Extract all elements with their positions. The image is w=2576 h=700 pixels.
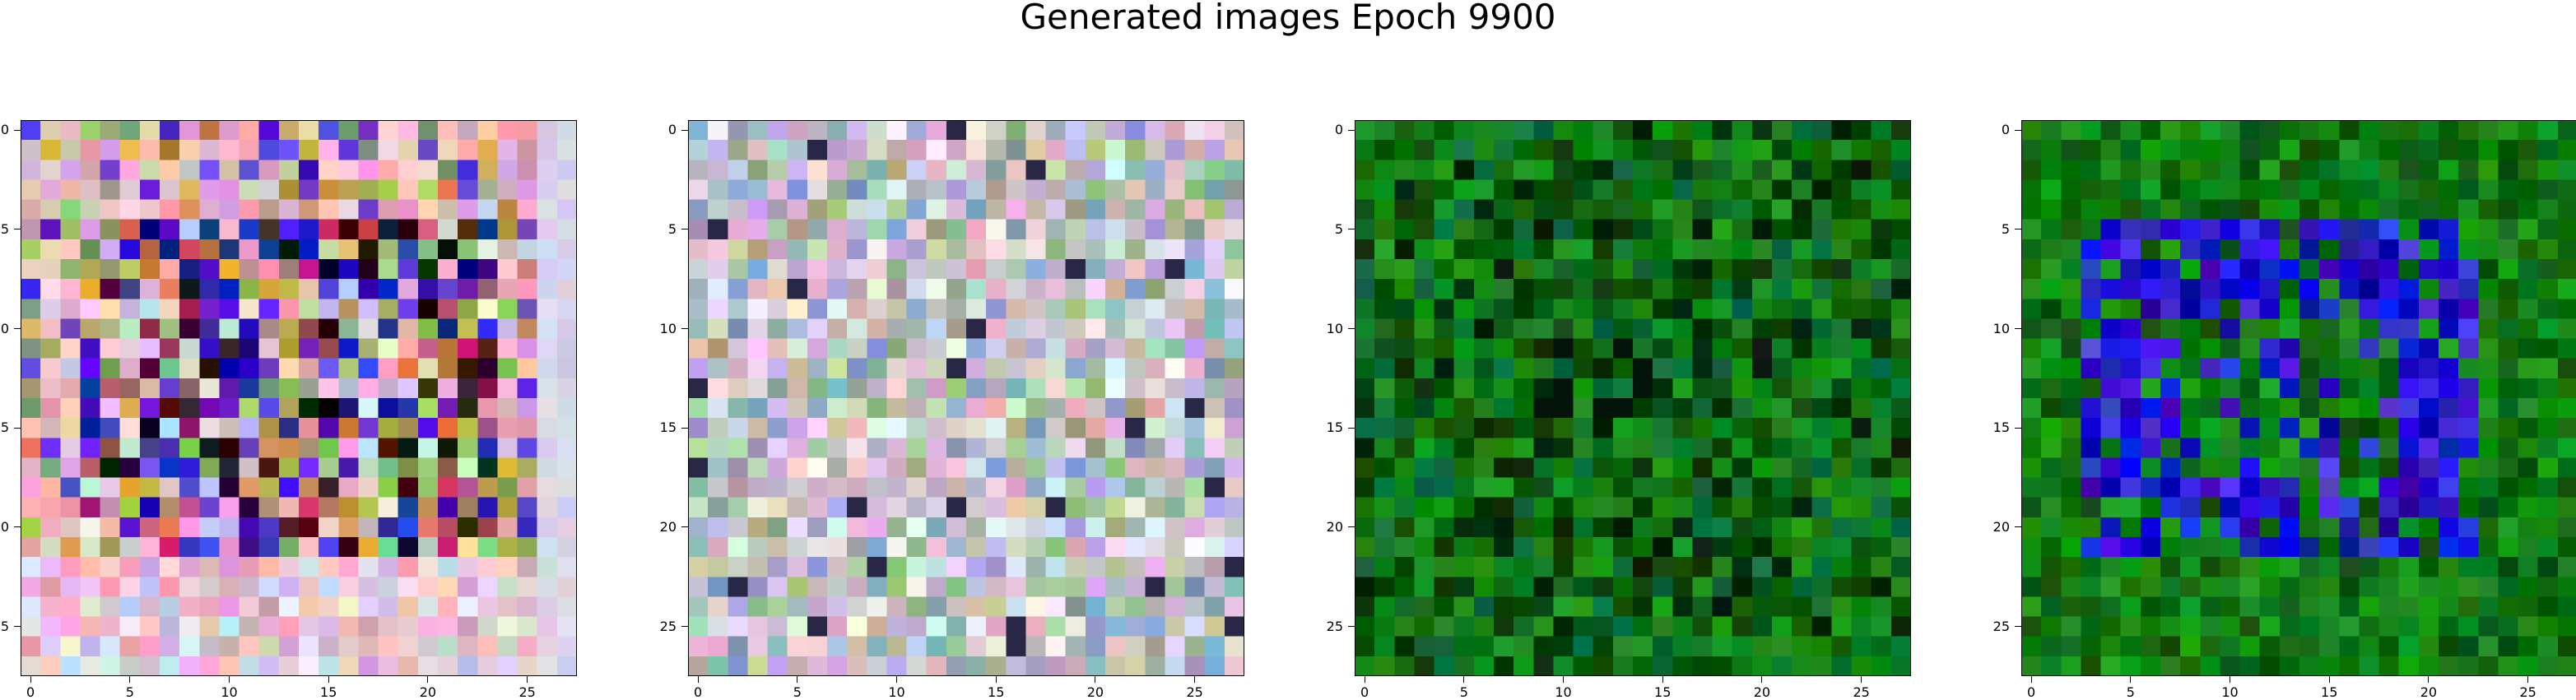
y-tick (1348, 328, 1355, 329)
y-tick (681, 626, 688, 627)
x-tick-label: 10 (2221, 686, 2238, 699)
x-tick-label: 20 (1087, 686, 1104, 699)
x-tick-label: 15 (320, 686, 337, 699)
image-panel-3: 0 5 10 15 20 25 0 5 10 15 20 25 (1355, 120, 1911, 676)
x-tick (427, 676, 428, 683)
x-tick-label: 0 (2027, 686, 2035, 699)
x-tick-label: 25 (1853, 686, 1869, 699)
x-tick-label: 10 (888, 686, 904, 699)
y-tick (1348, 130, 1355, 131)
x-tick (698, 676, 699, 683)
x-tick-label: 25 (1186, 686, 1202, 699)
y-tick-label: 20 (0, 521, 9, 534)
image-grid-3 (1355, 120, 1911, 676)
y-tick-label: 15 (1327, 421, 1343, 434)
y-tick (2015, 428, 2021, 429)
y-tick-label: 20 (1993, 521, 2010, 534)
y-tick (681, 526, 688, 527)
x-tick-label: 5 (2127, 686, 2135, 699)
y-tick (14, 626, 21, 627)
y-tick (681, 328, 688, 329)
x-tick-label: 0 (26, 686, 35, 699)
y-tick-label: 25 (660, 620, 677, 633)
x-tick (2031, 676, 2032, 683)
y-tick-label: 15 (0, 421, 9, 434)
y-tick-label: 5 (1335, 223, 1343, 236)
y-tick (1348, 626, 1355, 627)
x-tick-label: 15 (1654, 686, 1671, 699)
x-tick (1194, 676, 1195, 683)
x-tick-label: 25 (2519, 686, 2536, 699)
x-tick (2329, 676, 2330, 683)
y-tick (681, 130, 688, 131)
y-tick-label: 10 (1327, 322, 1343, 336)
y-tick (1348, 526, 1355, 527)
y-tick (14, 428, 21, 429)
x-tick (896, 676, 897, 683)
y-tick (2015, 626, 2021, 627)
x-tick-label: 5 (126, 686, 134, 699)
y-tick-label: 0 (1335, 123, 1343, 137)
y-tick-label: 5 (668, 223, 677, 236)
x-tick (2130, 676, 2131, 683)
y-tick-label: 10 (0, 322, 9, 336)
y-tick-label: 25 (0, 620, 9, 633)
x-tick (2527, 676, 2528, 683)
x-tick (1563, 676, 1564, 683)
y-tick-label: 10 (1993, 322, 2010, 336)
x-tick-label: 15 (2321, 686, 2337, 699)
y-tick (681, 428, 688, 429)
x-tick-label: 5 (793, 686, 802, 699)
image-grid-1 (21, 120, 577, 676)
y-tick-label: 15 (1993, 421, 2010, 434)
image-panel-2: 0 5 10 15 20 25 0 5 10 15 20 25 (688, 120, 1244, 676)
y-tick-label: 20 (1327, 521, 1343, 534)
y-tick-label: 0 (1, 123, 9, 137)
x-tick-label: 10 (1555, 686, 1571, 699)
x-tick (30, 676, 31, 683)
y-tick-label: 25 (1327, 620, 1343, 633)
image-grid-4 (2021, 120, 2576, 676)
y-tick-label: 15 (660, 421, 677, 434)
x-tick-label: 20 (420, 686, 436, 699)
y-tick-label: 10 (660, 322, 677, 336)
x-tick-label: 5 (1460, 686, 1468, 699)
y-tick-label: 20 (660, 521, 677, 534)
chart-title: Generated images Epoch 9900 (0, 0, 2576, 35)
x-tick (328, 676, 329, 683)
image-grid-2 (688, 120, 1244, 676)
x-tick-label: 15 (988, 686, 1004, 699)
x-tick (1662, 676, 1663, 683)
y-tick-label: 5 (2002, 223, 2010, 236)
x-tick-label: 25 (518, 686, 535, 699)
y-tick (2015, 526, 2021, 527)
x-tick-label: 10 (221, 686, 237, 699)
x-tick (1761, 676, 1762, 683)
y-tick-label: 25 (1993, 620, 2010, 633)
x-tick (1463, 676, 1464, 683)
x-tick (129, 676, 130, 683)
x-tick (996, 676, 997, 683)
y-tick (14, 130, 21, 131)
y-tick-label: 0 (2002, 123, 2010, 137)
y-tick-label: 0 (668, 123, 677, 137)
y-tick (14, 328, 21, 329)
x-tick (229, 676, 230, 683)
y-tick (14, 526, 21, 527)
x-tick-label: 0 (694, 686, 702, 699)
x-tick (527, 676, 528, 683)
x-tick (1861, 676, 1862, 683)
y-tick-label: 5 (1, 223, 9, 236)
x-tick-label: 20 (2420, 686, 2437, 699)
image-panel-4: 0 5 10 15 20 25 0 5 10 15 20 25 (2021, 120, 2576, 676)
y-tick (2015, 328, 2021, 329)
x-tick-label: 20 (1754, 686, 1770, 699)
y-tick (2015, 130, 2021, 131)
x-tick-label: 0 (1360, 686, 1369, 699)
x-tick (2428, 676, 2429, 683)
y-tick (1348, 428, 1355, 429)
